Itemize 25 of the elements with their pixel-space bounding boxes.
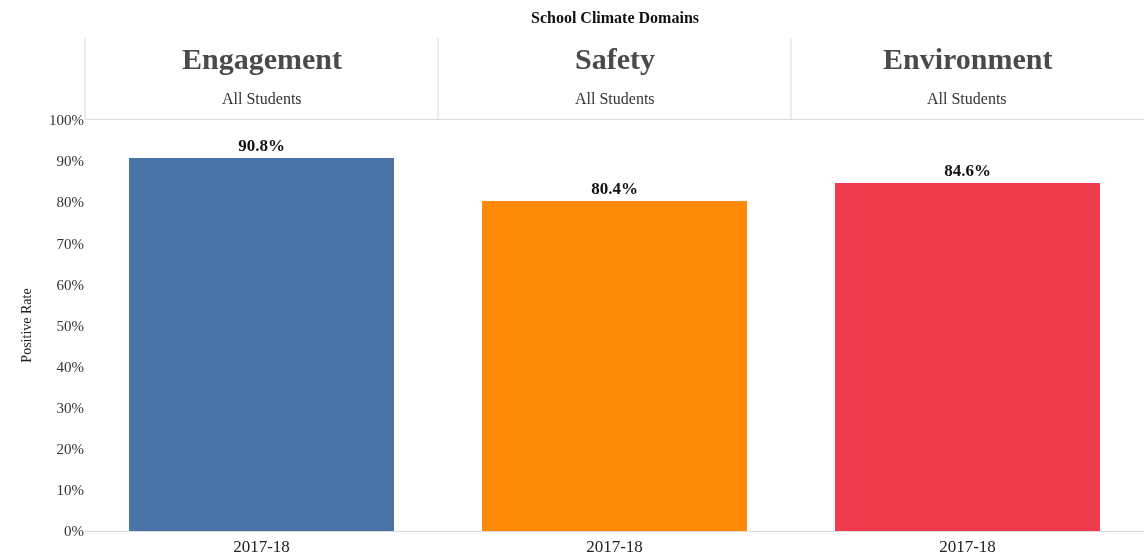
chart-title: Environment [883, 42, 1053, 75]
y-tick-label: 100% [49, 112, 84, 129]
y-tick-label: 60% [56, 276, 84, 293]
chart-title: Safety [575, 42, 655, 75]
y-axis-title: Positive Rate [18, 288, 34, 363]
y-tick-label: 50% [56, 317, 84, 334]
y-tick-label: 40% [56, 358, 84, 375]
text: School Climate Domains [531, 9, 699, 26]
chart-subtitle: All Students [222, 90, 302, 107]
data-label: 80.4% [591, 179, 638, 198]
y-tick-label: 30% [56, 399, 84, 416]
data-label: 84.6% [944, 161, 991, 180]
x-tick-label: 2017-18 [939, 537, 996, 557]
x-tick-label: 2017-18 [233, 537, 290, 557]
y-tick-label: 0% [64, 523, 84, 540]
y-tick-label: 20% [56, 441, 84, 458]
y-tick-label: 70% [56, 235, 84, 252]
y-tick-label: 10% [56, 482, 84, 499]
chart-subtitle: All Students [575, 90, 655, 107]
y-tick-label: 80% [56, 194, 84, 211]
data-label: 90.8% [238, 136, 285, 155]
x-tick-label: 2017-18 [586, 537, 643, 557]
chart-title: Engagement [182, 42, 342, 75]
y-tick-label: 90% [56, 153, 84, 170]
chart-subtitle: All Students [927, 90, 1007, 107]
